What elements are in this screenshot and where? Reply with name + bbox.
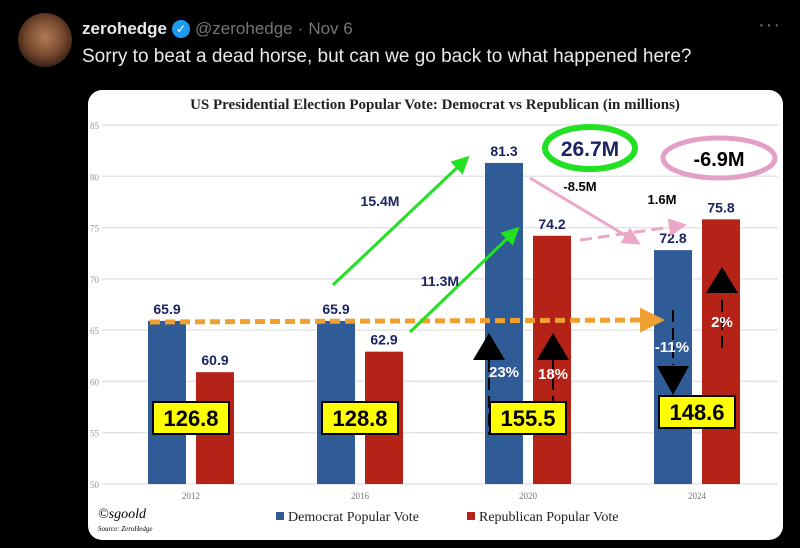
bar-value-label: 65.9	[322, 301, 349, 317]
bar-value-label: 75.8	[707, 199, 734, 215]
x-tick-label: 2024	[688, 491, 707, 501]
y-tick-label: 85	[90, 121, 100, 131]
legend-label-republican: Republican Popular Vote	[479, 510, 618, 525]
green-arrow-dem	[331, 155, 470, 287]
bar-value-label: 74.2	[538, 216, 565, 232]
annotation-dem-pct-2020: 23%	[489, 364, 519, 381]
pink-ellipse	[660, 135, 778, 181]
tweet-date[interactable]: Nov 6	[308, 19, 353, 38]
y-tick-label: 60	[90, 377, 100, 387]
annotation-rep-gain: 11.3M	[421, 273, 459, 289]
y-tick-label: 75	[90, 224, 100, 234]
more-options-icon[interactable]: ···	[758, 14, 781, 36]
total-label: 126.8	[163, 406, 218, 431]
verified-badge-icon: ✓	[172, 20, 191, 38]
y-tick-label: 55	[90, 429, 100, 439]
annotation-dem-change: -8.5M	[563, 179, 596, 194]
legend-swatch-republican	[467, 512, 475, 520]
legend-swatch-democrat	[276, 512, 284, 520]
bar-value-label: 62.9	[370, 332, 397, 348]
bar-value-label: 60.9	[201, 352, 228, 368]
annotation-dem-pct-2024: -11%	[655, 339, 689, 356]
pct-arrow-rep-2024	[706, 267, 738, 350]
x-tick-label: 2012	[182, 491, 200, 501]
tweet-header: zerohedge ✓ @zerohedge · Nov 6	[82, 19, 353, 39]
total-box	[152, 401, 230, 435]
bar-chart: US Presidential Election Popular Vote: D…	[90, 97, 778, 533]
x-tick-label: 2020	[519, 491, 538, 501]
legend-label-democrat: Democrat Popular Vote	[288, 510, 419, 525]
annotation-total-change: -6.9M	[693, 149, 744, 171]
total-label: 148.6	[669, 400, 724, 425]
annotation-total-gain: 26.7M	[561, 138, 619, 161]
tweet-text: Sorry to beat a dead horse, but can we g…	[82, 46, 692, 67]
total-label: 155.5	[500, 406, 555, 431]
y-tick-label: 65	[90, 326, 100, 336]
x-tick-label: 2016	[351, 491, 370, 501]
chart-title: US Presidential Election Popular Vote: D…	[190, 97, 680, 113]
annotation-rep-pct-2024: 2%	[711, 314, 733, 331]
pink-arrow-dem	[529, 176, 641, 245]
y-tick-label: 80	[90, 172, 100, 182]
total-label: 128.8	[332, 406, 387, 431]
chart-image[interactable]: US Presidential Election Popular Vote: D…	[88, 90, 783, 540]
annotation-rep-change: 1.6M	[648, 192, 677, 207]
annotation-rep-pct-2020: 18%	[538, 366, 568, 383]
total-box	[489, 401, 567, 435]
pink-arrow-rep	[579, 218, 687, 242]
author-handle[interactable]: @zerohedge	[195, 19, 293, 38]
credit-signature: ©sgoold	[98, 507, 147, 522]
green-ellipse	[542, 124, 638, 172]
green-arrow-rep	[408, 226, 520, 334]
democrat-bar-2020	[485, 162, 523, 485]
orange-dashed-arrow	[149, 307, 665, 333]
avatar[interactable]	[18, 13, 72, 67]
pct-arrow-dem-2024	[657, 310, 689, 395]
republican-bar-2024	[702, 219, 740, 484]
source-note: Source: ZeroHedge	[98, 525, 153, 533]
total-box	[321, 401, 399, 435]
bar-value-label: 65.9	[153, 301, 180, 317]
bar-value-label: 72.8	[659, 230, 686, 246]
y-tick-label: 50	[90, 480, 100, 490]
bar-value-label: 81.3	[490, 143, 517, 159]
total-box	[658, 395, 736, 429]
annotation-dem-gain: 15.4M	[361, 193, 400, 209]
author-name[interactable]: zerohedge	[82, 19, 168, 38]
separator: ·	[297, 19, 304, 38]
y-tick-label: 70	[90, 275, 100, 285]
